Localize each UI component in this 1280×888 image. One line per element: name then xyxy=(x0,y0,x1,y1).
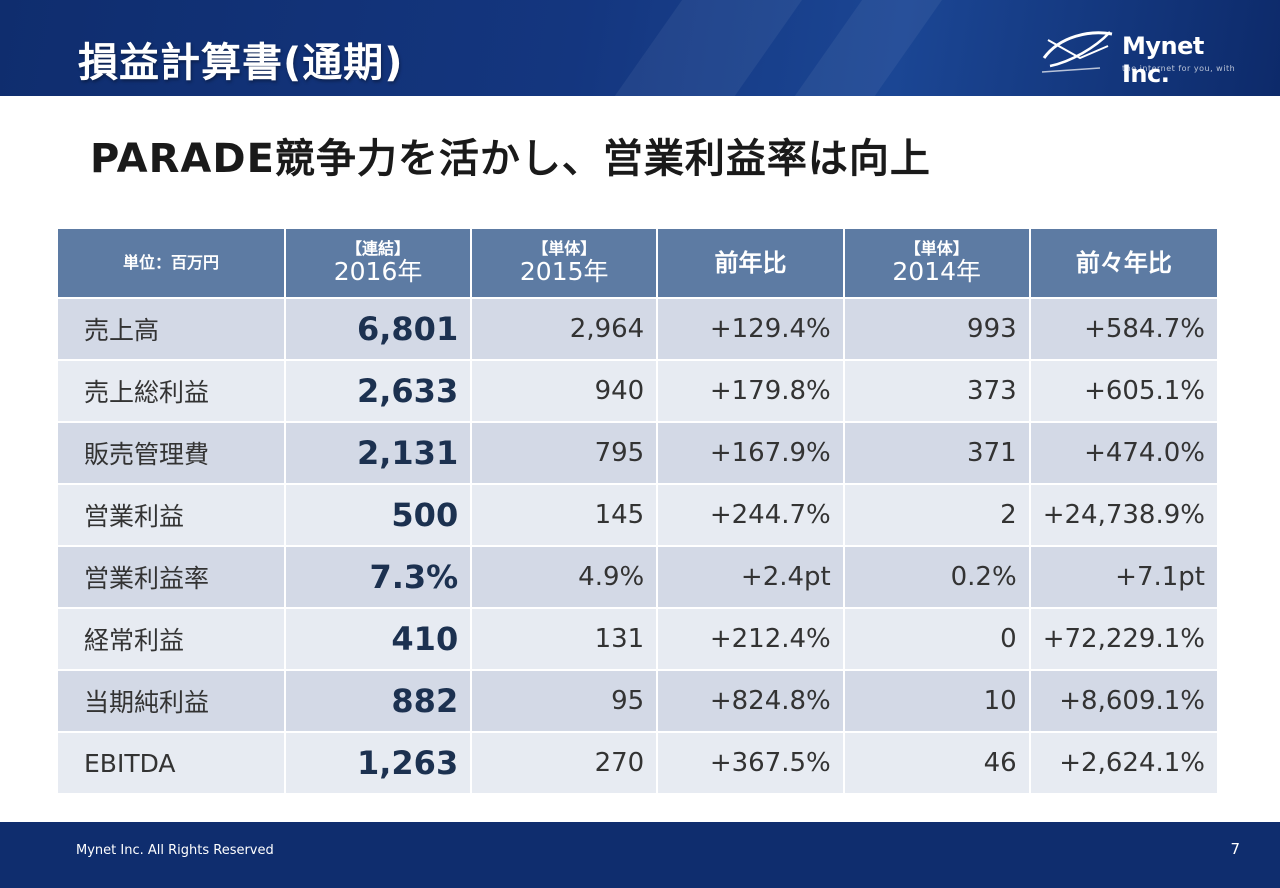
value-yoy: +244.7% xyxy=(658,485,843,545)
column-header-2014: 【単体】 2014年 xyxy=(844,229,1029,297)
value-yoy: +167.9% xyxy=(658,423,843,483)
value-2016: 500 xyxy=(285,485,471,545)
page-number: 7 xyxy=(1230,840,1240,858)
value-yoy2: +474.0% xyxy=(1030,423,1217,483)
row-label: 営業利益率 xyxy=(58,547,284,607)
income-statement-table: 単位：百万円 【連結】 2016年 【単体】 2015年 前年比 【単体】 20… xyxy=(58,227,1221,795)
value-yoy: +2.4pt xyxy=(658,547,843,607)
value-2016: 1,263 xyxy=(285,733,471,793)
value-2015: 95 xyxy=(472,671,657,731)
copyright-text: Mynet Inc. All Rights Reserved xyxy=(76,843,274,858)
value-yoy: +179.8% xyxy=(658,361,843,421)
table-row: 売上総利益 2,633 940 +179.8% 373 +605.1% xyxy=(58,361,1217,421)
value-2014: 371 xyxy=(844,423,1029,483)
value-2016: 2,131 xyxy=(285,423,471,483)
column-year: 2014年 xyxy=(892,257,982,287)
value-2016: 7.3% xyxy=(285,547,471,607)
column-header-2015: 【単体】 2015年 xyxy=(472,229,657,297)
value-2015: 131 xyxy=(472,609,657,669)
column-sub-label: 【連結】 xyxy=(346,239,411,259)
value-2014: 2 xyxy=(844,485,1029,545)
table-row: 販売管理費 2,131 795 +167.9% 371 +474.0% xyxy=(58,423,1217,483)
value-yoy: +367.5% xyxy=(658,733,843,793)
company-logo: Mynet Inc. the internet for you, with xyxy=(1040,28,1250,88)
table-row: 営業利益 500 145 +244.7% 2 +24,738.9% xyxy=(58,485,1217,545)
header-decoration xyxy=(583,0,817,96)
value-yoy2: +24,738.9% xyxy=(1030,485,1217,545)
value-yoy: +824.8% xyxy=(658,671,843,731)
value-2014: 0.2% xyxy=(844,547,1029,607)
value-2014: 46 xyxy=(844,733,1029,793)
table-header-row: 単位：百万円 【連結】 2016年 【単体】 2015年 前年比 【単体】 20… xyxy=(58,229,1217,297)
row-label: EBITDA xyxy=(58,733,284,793)
header-decoration xyxy=(763,0,957,96)
value-yoy2: +2,624.1% xyxy=(1030,733,1217,793)
value-yoy2: +8,609.1% xyxy=(1030,671,1217,731)
value-2014: 373 xyxy=(844,361,1029,421)
value-yoy2: +72,229.1% xyxy=(1030,609,1217,669)
row-label: 営業利益 xyxy=(58,485,284,545)
logo-text: Mynet Inc. xyxy=(1122,32,1204,88)
row-label: 売上総利益 xyxy=(58,361,284,421)
value-2014: 0 xyxy=(844,609,1029,669)
value-yoy: +129.4% xyxy=(658,299,843,359)
value-2015: 145 xyxy=(472,485,657,545)
table-row: 当期純利益 882 95 +824.8% 10 +8,609.1% xyxy=(58,671,1217,731)
table-row: 経常利益 410 131 +212.4% 0 +72,229.1% xyxy=(58,609,1217,669)
table-row: 営業利益率 7.3% 4.9% +2.4pt 0.2% +7.1pt xyxy=(58,547,1217,607)
header-bar: 損益計算書(通期) Mynet Inc. the internet for yo… xyxy=(0,0,1280,96)
logo-tagline: the internet for you, with xyxy=(1122,64,1236,73)
column-sub-label: 【単体】 xyxy=(532,239,597,259)
headline: PARADE競争力を活かし、営業利益率は向上 xyxy=(90,136,931,182)
slide-title: 損益計算書(通期) xyxy=(78,40,404,86)
value-2015: 4.9% xyxy=(472,547,657,607)
column-year: 2016年 xyxy=(333,257,423,287)
value-2015: 795 xyxy=(472,423,657,483)
table-body: 売上高 6,801 2,964 +129.4% 993 +584.7% 売上総利益 2,633… xyxy=(58,299,1217,793)
table-row: EBITDA 1,263 270 +367.5% 46 +2,624.1% xyxy=(58,733,1217,793)
value-2016: 2,633 xyxy=(285,361,471,421)
unit-label: 単位：百万円 xyxy=(58,229,284,297)
logo-mark-icon xyxy=(1041,31,1113,73)
value-yoy: +212.4% xyxy=(658,609,843,669)
footer-bar: Mynet Inc. All Rights Reserved 7 xyxy=(0,822,1280,888)
value-2014: 993 xyxy=(844,299,1029,359)
value-2015: 270 xyxy=(472,733,657,793)
value-yoy2: +7.1pt xyxy=(1030,547,1217,607)
row-label: 経常利益 xyxy=(58,609,284,669)
column-header-yoy: 前年比 xyxy=(658,229,843,297)
column-sub-label: 【単体】 xyxy=(904,239,969,259)
table-row: 売上高 6,801 2,964 +129.4% 993 +584.7% xyxy=(58,299,1217,359)
row-label: 売上高 xyxy=(58,299,284,359)
row-label: 当期純利益 xyxy=(58,671,284,731)
row-label: 販売管理費 xyxy=(58,423,284,483)
value-2016: 6,801 xyxy=(285,299,471,359)
column-header-2016: 【連結】 2016年 xyxy=(285,229,471,297)
value-2014: 10 xyxy=(844,671,1029,731)
value-2016: 882 xyxy=(285,671,471,731)
column-year: 2015年 xyxy=(519,257,609,287)
value-2016: 410 xyxy=(285,609,471,669)
value-2015: 2,964 xyxy=(472,299,657,359)
column-header-yoy2: 前々年比 xyxy=(1030,229,1217,297)
value-yoy2: +605.1% xyxy=(1030,361,1217,421)
value-yoy2: +584.7% xyxy=(1030,299,1217,359)
value-2015: 940 xyxy=(472,361,657,421)
